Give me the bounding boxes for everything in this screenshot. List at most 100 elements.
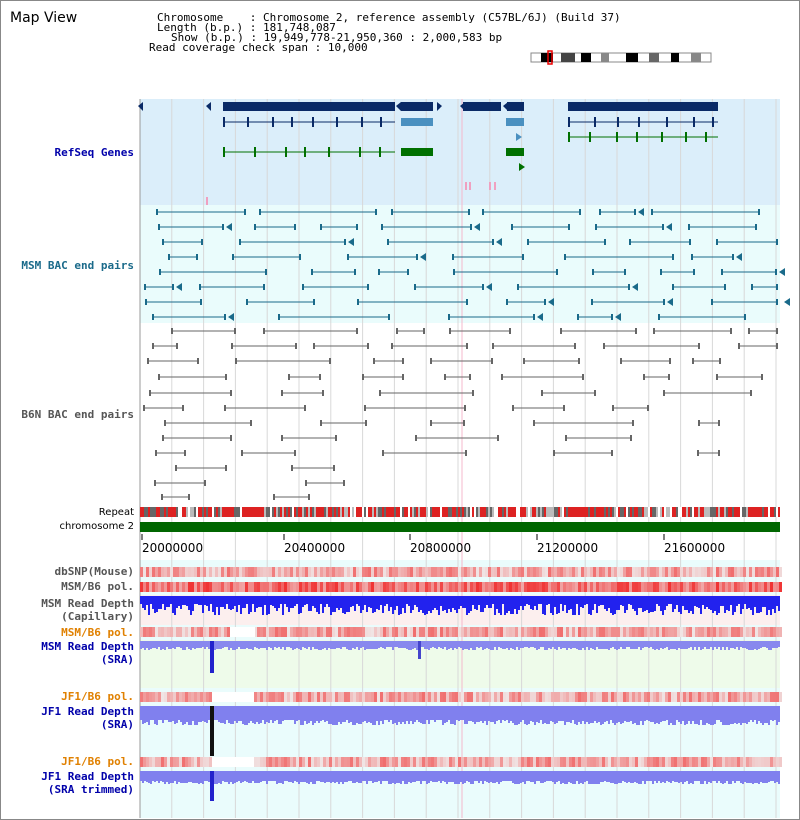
- jf1-trim-depth-bar: [646, 771, 648, 781]
- b6n-bac-pair-end: [162, 435, 164, 441]
- jf1-sra-depth-bar: [250, 706, 252, 721]
- msm-sra-depth-bar: [342, 641, 344, 647]
- repeat-segment: [214, 507, 216, 517]
- msm-sra-depth-bar: [528, 641, 530, 648]
- jf1-b6-pol-trim-cell: [542, 757, 545, 767]
- repeat-segment: [264, 507, 266, 517]
- msm-b6-pol-cell: [563, 582, 566, 592]
- b6n-bac-pair-end: [698, 343, 700, 349]
- msm-cap-depth-bar: [586, 596, 588, 604]
- jf1-b6-pol-cell: [662, 692, 665, 702]
- jf1-sra-depth-bar: [408, 706, 410, 724]
- repeat-segment: [746, 507, 748, 517]
- repeat-segment: [442, 507, 444, 517]
- jf1-trim-depth-bar: [574, 771, 576, 784]
- jf1-b6-pol-cell: [167, 692, 170, 702]
- jf1-b6-pol-trim-cell: [770, 757, 773, 767]
- depth-spike: [418, 641, 421, 659]
- jf1-b6-pol-trim-cell: [470, 757, 473, 767]
- dbsnp-cell: [584, 567, 587, 577]
- repeat-segment: [190, 507, 192, 517]
- jf1-sra-depth-bar: [764, 706, 766, 723]
- jf1-b6-pol-trim-cell: [317, 757, 320, 767]
- msm-cap-depth-bar: [626, 596, 628, 610]
- repeat-segment: [354, 507, 356, 517]
- dbsnp-cell: [182, 567, 185, 577]
- b6n-bac-pair-end: [611, 450, 613, 456]
- repeat-segment: [714, 507, 716, 517]
- jf1-b6-pol-trim-cell: [623, 757, 626, 767]
- msm-sra-depth-bar: [338, 641, 340, 648]
- msm-sra-depth-bar: [596, 641, 598, 647]
- msm-cap-depth-bar: [760, 596, 762, 612]
- b6n-bac-pair-end: [647, 405, 649, 411]
- msm-bac-track-bg: [140, 205, 780, 323]
- jf1-b6-pol-trim-cell: [716, 757, 719, 767]
- repeat-segment: [492, 507, 494, 517]
- jf1-trim-depth-bar: [638, 771, 640, 784]
- jf1-trim-depth-bar: [534, 771, 536, 784]
- jf1-trim-depth-bar: [650, 771, 652, 781]
- jf1-trim-depth-bar: [324, 771, 326, 783]
- jf1-b6-pol-cell: [383, 692, 386, 702]
- gene-exon: [617, 117, 619, 127]
- msm-b6-pol-cell: [185, 582, 188, 592]
- repeat-segment: [644, 507, 646, 517]
- repeat-segment: [234, 507, 236, 517]
- jf1-b6-pol-cell: [602, 692, 605, 702]
- jf1-b6-pol-trim-cell: [614, 757, 617, 767]
- msm-bac-pair-end: [482, 209, 484, 215]
- msm-cap-depth-bar: [400, 596, 402, 614]
- jf1-trim-depth-bar: [344, 771, 346, 782]
- jf1-sra-depth-bar: [228, 706, 230, 723]
- axis-tick-label: 20800000: [410, 541, 472, 555]
- jf1-sra-depth-bar: [472, 706, 474, 722]
- msm-sra-depth-bar: [450, 641, 452, 648]
- jf1-sra-depth-bar: [540, 706, 542, 720]
- msm-b6-pol-sra-cell: [200, 627, 203, 637]
- msm-b6-pol-cell: [590, 582, 593, 592]
- msm-cap-depth-bar: [470, 596, 472, 611]
- gene-exon: [712, 117, 714, 127]
- jf1-b6-pol-trim-cell: [671, 757, 674, 767]
- msm-sra-depth-bar: [196, 641, 198, 648]
- repeat-segment: [350, 507, 352, 517]
- repeat-segment: [600, 507, 602, 517]
- msm-cap-depth-bar: [336, 596, 338, 608]
- jf1-b6-pol-cell: [509, 692, 512, 702]
- jf1-sra-depth-bar: [556, 706, 558, 723]
- repeat-segment: [192, 507, 194, 517]
- jf1-sra-depth-bar: [440, 706, 442, 720]
- msm-b6-pol-sra-cell: [578, 627, 581, 637]
- jf1-trim-depth-bar: [374, 771, 376, 782]
- msm-cap-depth-bar: [152, 596, 154, 609]
- dbsnp-cell: [320, 567, 323, 577]
- repeat-segment: [304, 507, 306, 517]
- jf1-b6-pol-cell: [152, 692, 155, 702]
- jf1-sra-depth-bar: [750, 706, 752, 720]
- jf1-trim-depth-bar: [436, 771, 438, 782]
- repeat-segment: [188, 507, 190, 517]
- jf1-b6-pol-cell: [695, 692, 698, 702]
- dbsnp-cell: [743, 567, 746, 577]
- msm-cap-depth-bar: [252, 596, 254, 604]
- msm-sra-depth-bar: [390, 641, 392, 647]
- jf1-trim-depth-bar: [230, 771, 232, 782]
- jf1-sra-depth-bar: [762, 706, 764, 725]
- repeat-segment: [332, 507, 334, 517]
- msm-cap-depth-bar: [370, 596, 372, 608]
- msm-b6-pol-sra-cell: [746, 627, 749, 637]
- msm-bac-pair-end: [506, 299, 508, 305]
- dbsnp-cell: [446, 567, 449, 577]
- msm-bac-pair-end: [662, 224, 664, 230]
- repeat-segment: [398, 507, 400, 517]
- gene-strand-arrow: [519, 163, 525, 171]
- coverage-row: Read coverage check span : 10,000: [149, 41, 368, 54]
- jf1-sra-depth-bar: [446, 706, 448, 722]
- dbsnp-cell: [485, 567, 488, 577]
- msm-sra-depth-bar: [360, 641, 362, 648]
- msm-b6-pol-sra-cell: [296, 627, 299, 637]
- msm-sra-depth-bar: [348, 641, 350, 650]
- msm-sra-depth-bar: [424, 641, 426, 649]
